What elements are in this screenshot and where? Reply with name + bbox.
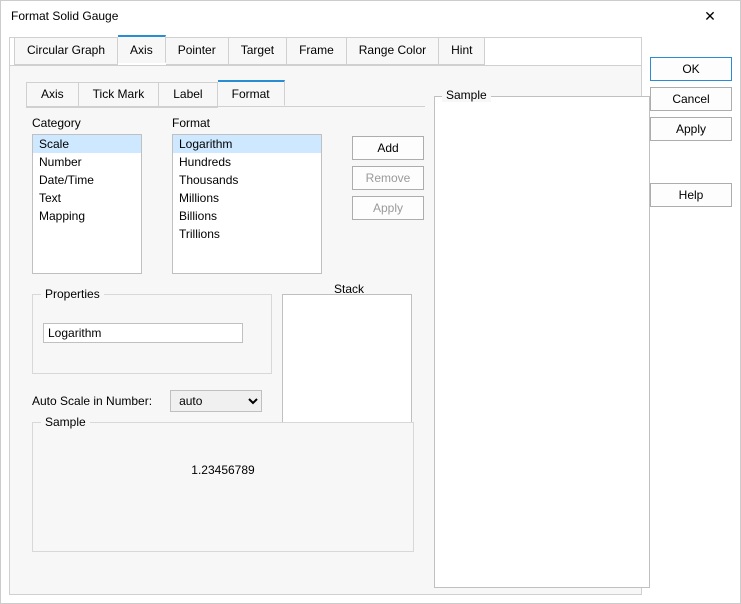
properties-input[interactable] xyxy=(43,323,243,343)
sample-fieldset: Sample 1.23456789 xyxy=(32,422,414,552)
titlebar: Format Solid Gauge ✕ xyxy=(1,1,740,31)
dialog-body: Circular GraphAxisPointerTargetFrameRang… xyxy=(1,31,740,603)
category-item[interactable]: Text xyxy=(33,189,141,207)
outer-tab-axis[interactable]: Axis xyxy=(118,35,166,63)
format-item[interactable]: Trillions xyxy=(173,225,321,243)
outer-tab-frame[interactable]: Frame xyxy=(287,37,347,65)
stack-listbox[interactable] xyxy=(282,294,412,428)
format-item[interactable]: Logarithm xyxy=(173,135,321,153)
category-column: Category ScaleNumberDate/TimeTextMapping xyxy=(32,116,142,274)
cancel-button[interactable]: Cancel xyxy=(650,87,732,111)
category-item[interactable]: Scale xyxy=(33,135,141,153)
sample-value: 1.23456789 xyxy=(33,463,413,477)
category-listbox[interactable]: ScaleNumberDate/TimeTextMapping xyxy=(32,134,142,274)
outer-tab-target[interactable]: Target xyxy=(229,37,287,65)
outer-tab-circular-graph[interactable]: Circular Graph xyxy=(14,37,118,65)
button-gap xyxy=(650,147,732,177)
autoscale-label: Auto Scale in Number: xyxy=(32,394,152,408)
category-label: Category xyxy=(32,116,142,130)
help-button[interactable]: Help xyxy=(650,183,732,207)
close-button[interactable]: ✕ xyxy=(690,4,730,28)
apply-stack-button: Apply xyxy=(352,196,424,220)
outer-tab-hint[interactable]: Hint xyxy=(439,37,485,65)
inner-tab-tick-mark[interactable]: Tick Mark xyxy=(79,82,160,108)
properties-fieldset: Properties xyxy=(32,294,272,374)
outer-tab-range-color[interactable]: Range Color xyxy=(347,37,439,65)
inner-tab-axis[interactable]: Axis xyxy=(26,82,79,108)
dialog-window: Format Solid Gauge ✕ Circular GraphAxisP… xyxy=(0,0,741,604)
remove-button: Remove xyxy=(352,166,424,190)
inner-tab-label[interactable]: Label xyxy=(159,82,217,108)
ok-button[interactable]: OK xyxy=(650,57,732,81)
category-item[interactable]: Date/Time xyxy=(33,171,141,189)
format-item[interactable]: Thousands xyxy=(173,171,321,189)
dialog-title: Format Solid Gauge xyxy=(11,9,118,23)
autoscale-select[interactable]: auto xyxy=(170,390,262,412)
properties-label: Properties xyxy=(41,287,104,301)
main-panel: Circular GraphAxisPointerTargetFrameRang… xyxy=(9,37,642,595)
autoscale-row: Auto Scale in Number: auto xyxy=(32,390,262,412)
inner-tab-underline xyxy=(26,106,425,107)
format-listbox[interactable]: LogarithmHundredsThousandsMillionsBillio… xyxy=(172,134,322,274)
format-item[interactable]: Millions xyxy=(173,189,321,207)
action-column: Add Remove Apply xyxy=(352,136,424,274)
sample-label: Sample xyxy=(41,415,90,429)
apply-button[interactable]: Apply xyxy=(650,117,732,141)
outer-tab-pointer[interactable]: Pointer xyxy=(166,37,229,65)
format-item[interactable]: Hundreds xyxy=(173,153,321,171)
add-button[interactable]: Add xyxy=(352,136,424,160)
inner-tab-format[interactable]: Format xyxy=(218,80,285,106)
category-item[interactable]: Mapping xyxy=(33,207,141,225)
right-sample-label: Sample xyxy=(442,88,491,102)
outer-tabhost: Circular GraphAxisPointerTargetFrameRang… xyxy=(10,38,641,66)
close-icon: ✕ xyxy=(704,8,716,25)
format-column: Format LogarithmHundredsThousandsMillion… xyxy=(172,116,322,274)
inner-tabhost: AxisTick MarkLabelFormat xyxy=(26,82,285,108)
format-item[interactable]: Billions xyxy=(173,207,321,225)
right-sample-panel xyxy=(434,96,650,588)
category-item[interactable]: Number xyxy=(33,153,141,171)
side-buttons: OK Cancel Apply Help xyxy=(650,37,732,595)
column-area: Category ScaleNumberDate/TimeTextMapping… xyxy=(32,116,424,274)
format-label: Format xyxy=(172,116,322,130)
